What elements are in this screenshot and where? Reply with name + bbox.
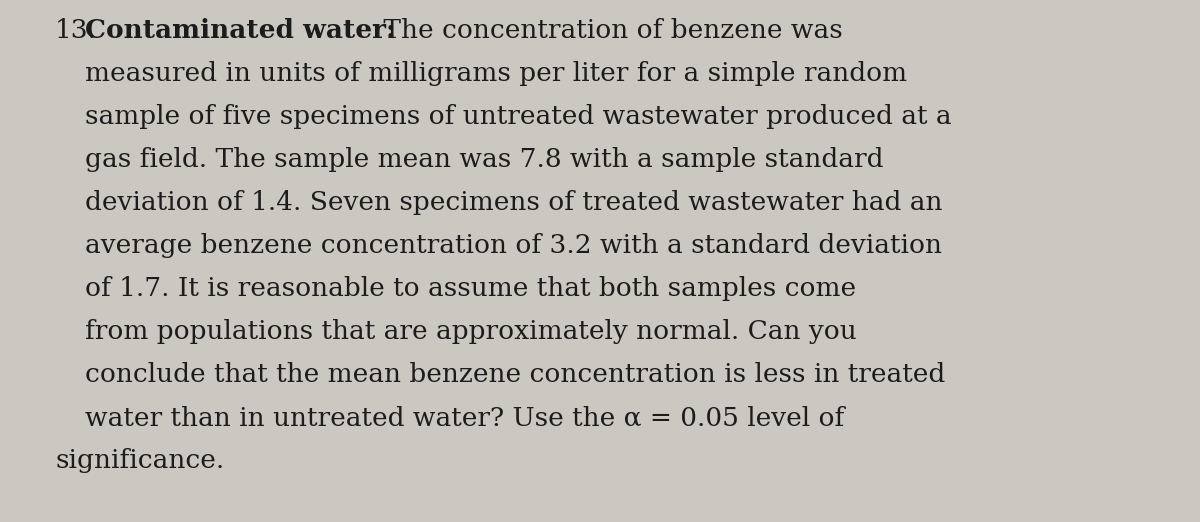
Text: gas field. The sample mean was 7.8 with a sample standard: gas field. The sample mean was 7.8 with … bbox=[85, 147, 883, 172]
Text: 13.: 13. bbox=[55, 18, 97, 43]
Text: from populations that are approximately normal. Can you: from populations that are approximately … bbox=[85, 319, 857, 344]
Text: The concentration of benzene was: The concentration of benzene was bbox=[374, 18, 842, 43]
Text: deviation of 1.4. Seven specimens of treated wastewater had an: deviation of 1.4. Seven specimens of tre… bbox=[85, 190, 942, 215]
Text: of 1.7. It is reasonable to assume that both samples come: of 1.7. It is reasonable to assume that … bbox=[85, 276, 856, 301]
Text: measured in units of milligrams per liter for a simple random: measured in units of milligrams per lite… bbox=[85, 61, 907, 86]
Text: significance.: significance. bbox=[55, 448, 224, 473]
Text: average benzene concentration of 3.2 with a standard deviation: average benzene concentration of 3.2 wit… bbox=[85, 233, 942, 258]
Text: sample of five specimens of untreated wastewater produced at a: sample of five specimens of untreated wa… bbox=[85, 104, 952, 129]
Text: Contaminated water:: Contaminated water: bbox=[85, 18, 396, 43]
Text: water than in untreated water? Use the α = 0.05 level of: water than in untreated water? Use the α… bbox=[85, 405, 845, 430]
Text: conclude that the mean benzene concentration is less in treated: conclude that the mean benzene concentra… bbox=[85, 362, 946, 387]
